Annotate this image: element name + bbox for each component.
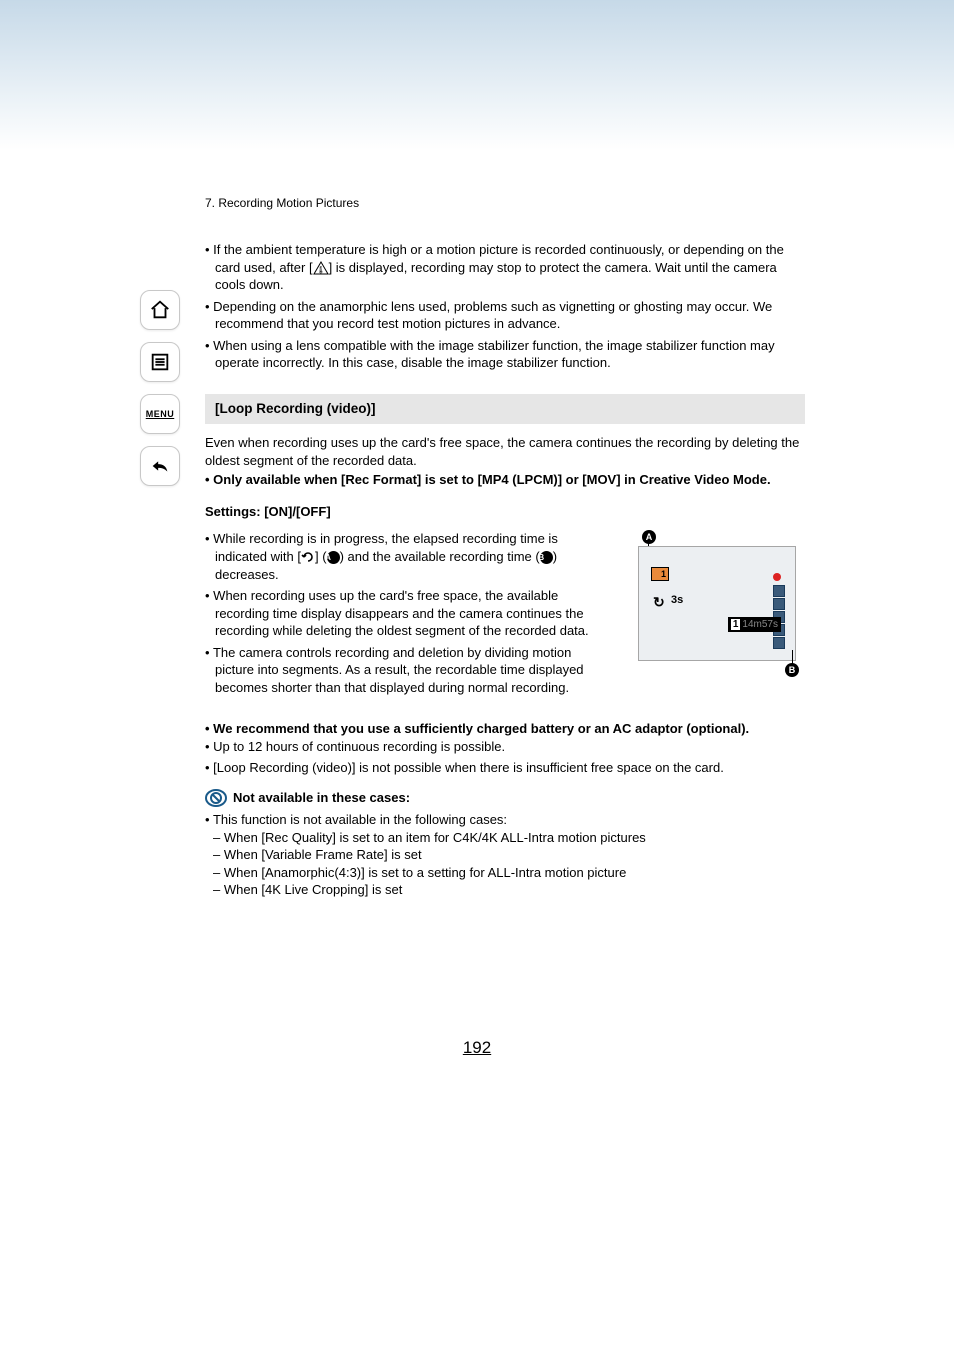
availability-note: • Only available when [Rec Format] is se… [205,471,805,489]
top-gradient [0,0,954,150]
callout-b-marker: B [785,663,799,677]
section-header: 7. Recording Motion Pictures [205,195,805,211]
note-item: • Depending on the anamorphic lens used,… [205,298,805,333]
contents-button[interactable] [140,342,180,382]
illustration: A ↻ 3s 114m57s B [630,530,805,685]
page-number: 192 [0,1038,954,1058]
not-available-title: Not available in these cases: [233,789,410,807]
details-column: • While recording is in progress, the el… [205,530,612,700]
loop-icon [301,550,315,563]
loop-indicator-icon: ↻ [653,593,665,612]
callout-b-ref: B [540,551,553,564]
recommendation-text: We recommend that you use a sufficiently… [213,721,749,736]
not-available-item: – When [Rec Quality] is set to an item f… [205,829,805,847]
not-available-intro-text: This function is not available in the fo… [213,812,507,827]
detail-text: When recording uses up the card's free s… [213,588,588,638]
menu-button[interactable]: MENU [140,394,180,434]
screen-frame: ↻ 3s 114m57s [638,546,796,661]
home-icon [149,299,171,321]
contents-icon [149,351,171,373]
detail-text: The camera controls recording and deleti… [213,645,584,695]
page-content: 7. Recording Motion Pictures • If the am… [205,195,805,899]
back-icon [149,455,171,477]
na-text: When [Variable Frame Rate] is set [224,847,422,862]
home-button[interactable] [140,290,180,330]
warning-icon: 🌡 [313,261,329,275]
not-available-item: – When [Anamorphic(4:3)] is set to a set… [205,864,805,882]
bottom-note: • [Loop Recording (video)] is not possib… [205,759,805,777]
na-text: When [4K Live Cropping] is set [224,882,402,897]
callout-a-marker: A [642,530,656,544]
card-slot-icon [651,567,669,581]
detail-item: • The camera controls recording and dele… [205,644,612,697]
intro-text: Even when recording uses up the card's f… [205,434,805,469]
feature-title: [Loop Recording (video)] [205,394,805,424]
bottom-note: • Up to 12 hours of continuous recording… [205,738,805,756]
not-available-intro: • This function is not available in the … [205,811,805,829]
svg-text:🌡: 🌡 [316,266,325,274]
note-item: • If the ambient temperature is high or … [205,241,805,294]
remaining-time: 114m57s [728,617,781,633]
note-text: Up to 12 hours of continuous recording i… [213,739,505,754]
callout-a-ref: A [327,551,340,564]
not-available-icon [205,789,227,807]
na-text: When [Rec Quality] is set to an item for… [224,830,646,845]
recommendation: • We recommend that you use a sufficient… [205,720,805,738]
back-button[interactable] [140,446,180,486]
elapsed-time: 3s [671,593,683,608]
not-available-item: – When [4K Live Cropping] is set [205,881,805,899]
not-available-item: – When [Variable Frame Rate] is set [205,846,805,864]
record-indicator [773,573,781,581]
sidebar-nav: MENU [140,290,180,486]
settings-label: Settings: [ON]/[OFF] [205,503,805,521]
not-available-header: Not available in these cases: [205,789,805,807]
availability-text: Only available when [Rec Format] is set … [213,472,770,487]
menu-label: MENU [146,409,175,419]
slot-number: 1 [731,619,741,630]
note-text: [Loop Recording (video)] is not possible… [213,760,724,775]
detail-item: • When recording uses up the card's free… [205,587,612,640]
remaining-time-value: 14m57s [742,619,778,630]
na-text: When [Anamorphic(4:3)] is set to a setti… [224,865,626,880]
detail-item: • While recording is in progress, the el… [205,530,612,583]
note-item: • When using a lens compatible with the … [205,337,805,372]
